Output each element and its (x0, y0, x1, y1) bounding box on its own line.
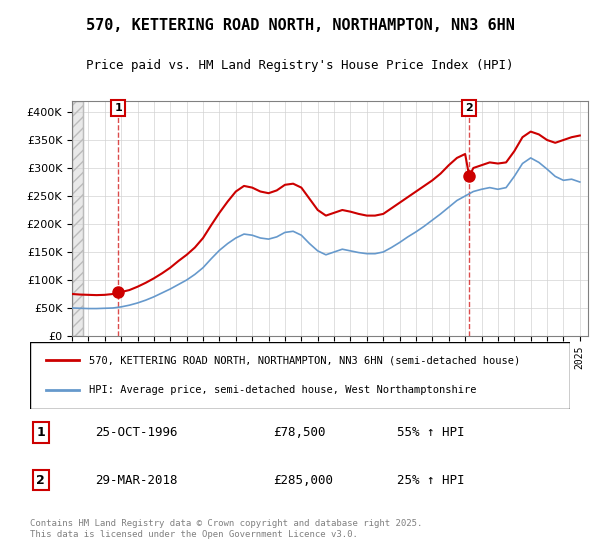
FancyBboxPatch shape (30, 342, 570, 409)
Text: 25-OCT-1996: 25-OCT-1996 (95, 426, 178, 439)
Text: 1: 1 (37, 426, 45, 439)
Text: Price paid vs. HM Land Registry's House Price Index (HPI): Price paid vs. HM Land Registry's House … (86, 59, 514, 72)
Text: £78,500: £78,500 (273, 426, 325, 439)
Text: 25% ↑ HPI: 25% ↑ HPI (397, 474, 465, 487)
Text: 570, KETTERING ROAD NORTH, NORTHAMPTON, NN3 6HN (semi-detached house): 570, KETTERING ROAD NORTH, NORTHAMPTON, … (89, 356, 521, 366)
Text: 55% ↑ HPI: 55% ↑ HPI (397, 426, 465, 439)
Text: Contains HM Land Registry data © Crown copyright and database right 2025.
This d: Contains HM Land Registry data © Crown c… (30, 519, 422, 539)
Text: 2: 2 (37, 474, 45, 487)
Text: £285,000: £285,000 (273, 474, 333, 487)
Text: 570, KETTERING ROAD NORTH, NORTHAMPTON, NN3 6HN: 570, KETTERING ROAD NORTH, NORTHAMPTON, … (86, 18, 514, 32)
Text: 1: 1 (115, 103, 122, 113)
Bar (72, 101, 83, 336)
Text: 2: 2 (466, 103, 473, 113)
Text: 29-MAR-2018: 29-MAR-2018 (95, 474, 178, 487)
Text: HPI: Average price, semi-detached house, West Northamptonshire: HPI: Average price, semi-detached house,… (89, 385, 477, 395)
